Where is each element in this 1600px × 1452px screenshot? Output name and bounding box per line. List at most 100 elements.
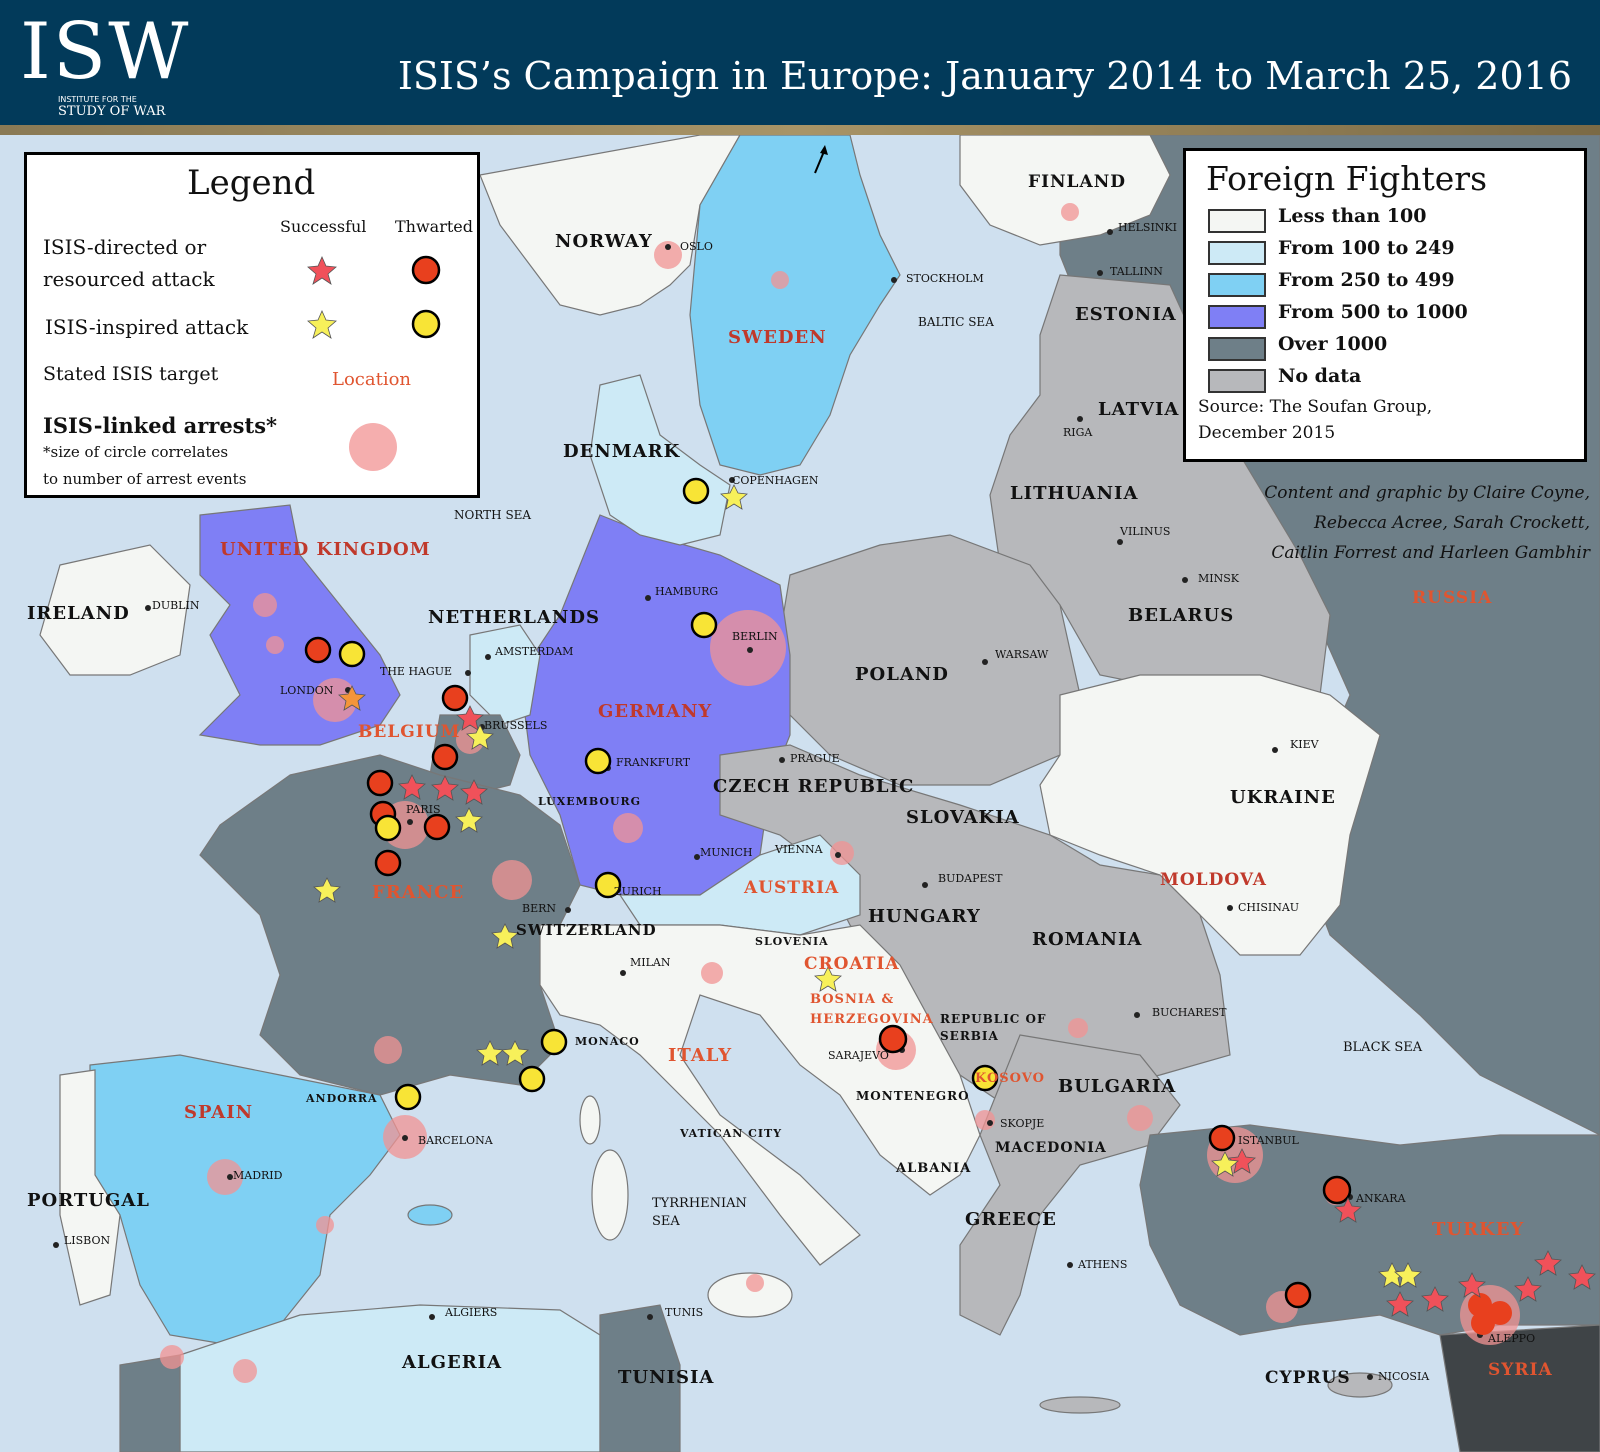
ff-item: Less than 100: [1208, 205, 1568, 235]
legend-arrests-note-1: *size of circle correlates: [43, 443, 229, 461]
region-tunisia: [599, 1304, 681, 1452]
city-milan: MILAN: [630, 956, 671, 969]
label-switzerland: SWITZERLAND: [516, 921, 657, 939]
legend-box: Legend Successful Thwarted ISIS-directed…: [24, 152, 480, 498]
label-germany: GERMANY: [598, 701, 712, 722]
thwarted-directed-turkey-s: [1284, 1281, 1312, 1309]
label-italy: ITALY: [668, 1045, 732, 1066]
thwarted-inspired-zurich: [594, 871, 622, 899]
thwarted-inspired-andorra: [394, 1083, 422, 1111]
legend-col-thwarted: Thwarted: [395, 217, 473, 236]
legend-target-sample: Location: [332, 369, 412, 390]
star-red-ankara: [1334, 1197, 1362, 1223]
ff-item: From 250 to 499: [1208, 269, 1568, 299]
arrest-oslo: [654, 241, 682, 269]
arrest-algeria: [233, 1359, 257, 1383]
ff-title: Foreign Fighters: [1206, 159, 1488, 198]
ff-swatch: [1208, 273, 1266, 297]
thwarted-inspired-paris: [374, 814, 402, 842]
arrest-uk-1: [253, 593, 277, 617]
city-oslo: OSLO: [680, 240, 713, 253]
label-albania: ALBANIA: [895, 1161, 971, 1176]
city-tunis: TUNIS: [665, 1306, 703, 1319]
city-kiev: KIEV: [1290, 738, 1320, 751]
header-band: [0, 125, 1600, 135]
label-north-sea: NORTH SEA: [454, 508, 531, 522]
legend-col-successful: Successful: [280, 217, 367, 236]
label-tunisia: TUNISIA: [618, 1367, 714, 1388]
star-yellow-turkey-2: [1394, 1262, 1422, 1288]
label-czech: CZECH REPUBLIC: [713, 776, 914, 797]
city-lisbon: LISBON: [64, 1234, 110, 1247]
thwarted-directed-paris-2: [423, 813, 451, 841]
legend-star-yellow-icon: [307, 310, 337, 339]
legend-arrest-circle-icon: [349, 423, 397, 471]
region-morocco: [119, 1354, 181, 1452]
label-netherlands: NETHERLANDS: [428, 607, 600, 628]
legend-circle-yellow-icon: [411, 309, 441, 339]
label-macedonia: MACEDONIA: [995, 1140, 1107, 1156]
label-ukraine: UKRAINE: [1230, 787, 1336, 808]
city-the-hague: THE HAGUE: [380, 665, 452, 678]
europe-map: NORWAY SWEDEN FINLAND ESTONIA LATVIA LIT…: [27, 135, 1600, 1452]
label-finland: FINLAND: [1028, 172, 1126, 192]
label-tyrrhenian-1: TYRRHENIAN: [652, 1196, 747, 1211]
ff-item: From 500 to 1000: [1208, 301, 1568, 331]
sea-labels: NORTH SEA BALTIC SEA BLACK SEA TYRRHENIA…: [454, 315, 1423, 1229]
arrest-france-center: [492, 860, 532, 900]
city-labels: OSLO STOCKHOLM HELSINKI TALLINN RIGA VIL…: [64, 221, 1535, 1383]
arrest-vienna: [830, 841, 854, 865]
label-luxembourg: LUXEMBOURG: [538, 795, 641, 808]
country-labels: NORWAY SWEDEN FINLAND ESTONIA LATVIA LIT…: [27, 172, 1553, 1388]
arrest-madrid: [207, 1159, 243, 1195]
label-bosnia-2: HERZEGOVINA: [810, 1012, 934, 1027]
label-syria: SYRIA: [1488, 1360, 1553, 1380]
label-tyrrhenian-2: SEA: [652, 1214, 680, 1229]
star-yellow-marseille-1: [476, 1040, 504, 1066]
label-bosnia-1: BOSNIA &: [810, 992, 894, 1007]
north-arrow-icon: [814, 145, 828, 174]
label-cyprus: CYPRUS: [1265, 1368, 1351, 1388]
ff-source-1: Source: The Soufan Group,: [1198, 397, 1433, 417]
label-andorra: ANDORRA: [305, 1092, 378, 1105]
city-stockholm: STOCKHOLM: [906, 272, 984, 285]
city-riga: RIGA: [1063, 426, 1093, 439]
label-austria: AUSTRIA: [743, 878, 839, 898]
thwarted-inspired-frankfurt: [584, 747, 612, 775]
legend-row-inspired: ISIS-inspired attack: [45, 315, 249, 339]
thwarted-inspired-uk: [338, 640, 366, 668]
city-zurich: ZURICH: [614, 885, 662, 898]
city-bern: BERN: [522, 902, 556, 915]
thwarted-directed-uk: [304, 636, 332, 664]
city-nicosia: NICOSIA: [1378, 1370, 1430, 1383]
arrest-italy-2: [746, 1274, 764, 1292]
city-ankara: ANKARA: [1355, 1192, 1407, 1205]
label-baltic-sea: BALTIC SEA: [918, 315, 994, 329]
city-bucharest: BUCHAREST: [1152, 1006, 1227, 1019]
label-lithuania: LITHUANIA: [1010, 483, 1138, 504]
city-hamburg: HAMBURG: [655, 585, 718, 598]
star-red-turkey-5: [1534, 1250, 1562, 1276]
city-athens: ATHENS: [1077, 1258, 1127, 1271]
ff-item: From 100 to 249: [1208, 237, 1568, 267]
label-hungary: HUNGARY: [868, 906, 981, 927]
label-greece: GREECE: [965, 1209, 1057, 1230]
thwarted-inspired-kosovo: [971, 1064, 999, 1092]
label-bulgaria: BULGARIA: [1058, 1076, 1176, 1097]
region-netherlands: [469, 624, 541, 726]
label-portugal: PORTUGAL: [27, 1190, 150, 1211]
ff-item-label: Over 1000: [1278, 333, 1388, 355]
isw-logo: ISW INSTITUTE FOR THE STUDY OF WAR: [20, 12, 190, 118]
city-warsaw: WARSAW: [995, 648, 1049, 661]
legend-row-directed-2: resourced attack: [43, 267, 215, 291]
label-serbia-1: REPUBLIC OF: [940, 1012, 1047, 1026]
city-skopje: SKOPJE: [1000, 1117, 1044, 1130]
label-belarus: BELARUS: [1128, 605, 1234, 626]
region-italy-balkans: [539, 924, 981, 1266]
region-france: [199, 754, 581, 1096]
region-norway: [479, 135, 741, 316]
attack-stars: [313, 484, 1596, 1317]
legend-title: Legend: [187, 163, 316, 203]
label-turkey: TURKEY: [1432, 1219, 1524, 1240]
legend-row-directed: ISIS-directed or: [43, 235, 207, 259]
